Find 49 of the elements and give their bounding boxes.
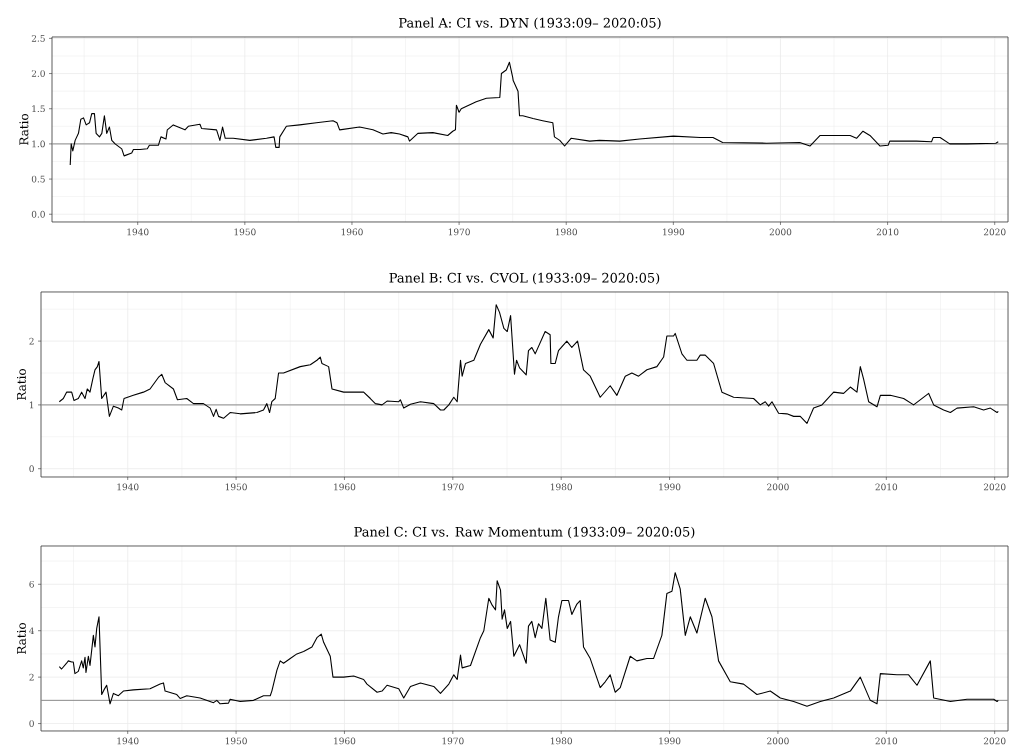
x-tick-label: 2000 bbox=[769, 228, 792, 236]
x-tick-label: 2000 bbox=[767, 483, 789, 491]
x-tick-label: 2010 bbox=[875, 737, 898, 745]
y-tick-label: 2.0 bbox=[31, 70, 45, 77]
y-tick-label: 0 bbox=[29, 465, 34, 473]
y-tick-label: 1.5 bbox=[32, 105, 45, 113]
y-tick-label: 4 bbox=[29, 627, 35, 635]
y-tick-label: 1 bbox=[29, 401, 34, 409]
x-tick-label: 1990 bbox=[659, 737, 681, 745]
x-tick-label: 1960 bbox=[334, 737, 356, 745]
x-tick-label: 1990 bbox=[663, 228, 685, 236]
x-tick-label: 1950 bbox=[234, 228, 256, 236]
y-axis-title: Ratio bbox=[16, 368, 26, 400]
y-tick-label: 0.5 bbox=[31, 175, 45, 183]
chart-title: Panel B: CI vs. CVOL (1933:09– 2020:05) bbox=[389, 272, 660, 285]
x-tick-label: 2020 bbox=[983, 737, 1006, 745]
y-tick-label: 6 bbox=[29, 580, 34, 588]
y-axis-title: Ratio bbox=[16, 622, 26, 654]
x-tick-label: 1980 bbox=[550, 483, 572, 491]
x-tick-label: 1960 bbox=[341, 228, 363, 236]
y-tick-label: 2 bbox=[29, 337, 34, 345]
chart-title: Panel A: CI vs. DYN (1933:09– 2020:05) bbox=[399, 17, 661, 30]
line-series bbox=[58, 572, 999, 707]
x-tick-label: 1940 bbox=[127, 228, 149, 236]
x-tick-label: 1950 bbox=[225, 737, 247, 745]
line-series bbox=[58, 304, 999, 424]
y-axis-title: Ratio bbox=[19, 113, 29, 145]
x-tick-label: 2000 bbox=[767, 737, 789, 745]
x-tick-label: 1980 bbox=[555, 228, 578, 236]
x-tick-label: 2020 bbox=[983, 483, 1006, 491]
y-tick-label: 0 bbox=[29, 720, 34, 727]
x-tick-label: 1940 bbox=[117, 483, 139, 491]
x-tick-label: 1950 bbox=[225, 483, 247, 491]
x-tick-label: 1970 bbox=[442, 737, 464, 745]
x-tick-label: 1940 bbox=[117, 737, 139, 745]
line-series bbox=[69, 61, 999, 166]
chart-title: Panel C: CI vs. Raw Momentum (1933:09– 2020:05) bbox=[354, 526, 695, 539]
y-tick-label: 2.5 bbox=[31, 35, 45, 42]
x-tick-label: 2010 bbox=[876, 228, 899, 236]
y-tick-label: 2 bbox=[29, 673, 34, 681]
x-tick-label: 1970 bbox=[448, 228, 470, 236]
x-tick-label: 1960 bbox=[334, 483, 356, 491]
x-tick-label: 2020 bbox=[983, 228, 1006, 236]
y-tick-label: 0.0 bbox=[31, 210, 45, 218]
x-tick-label: 1990 bbox=[659, 483, 681, 491]
x-tick-label: 2010 bbox=[875, 483, 898, 491]
y-tick-label: 1.0 bbox=[32, 140, 45, 148]
x-tick-label: 1980 bbox=[550, 737, 572, 745]
x-tick-label: 1970 bbox=[442, 483, 464, 491]
